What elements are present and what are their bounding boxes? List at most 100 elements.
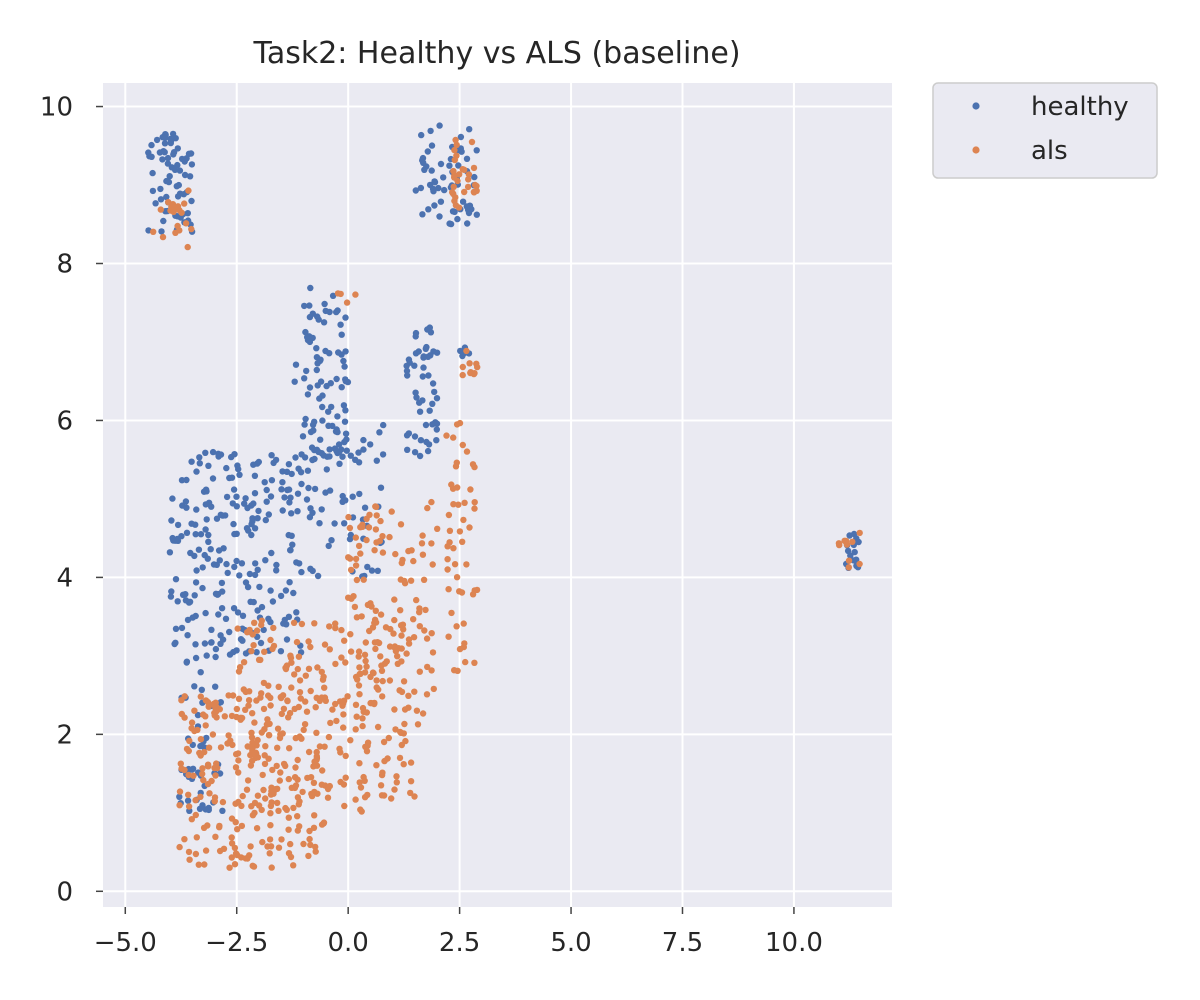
- als-point: [258, 690, 265, 697]
- als-point: [262, 795, 269, 802]
- als-point: [379, 677, 386, 685]
- healthy-point: [174, 598, 181, 605]
- als-point: [391, 616, 398, 624]
- als-point: [197, 793, 204, 800]
- healthy-point: [416, 408, 424, 415]
- healthy-point: [306, 302, 313, 309]
- healthy-point: [326, 308, 333, 316]
- als-point: [396, 754, 404, 762]
- als-point: [182, 220, 190, 227]
- healthy-point: [342, 348, 349, 355]
- als-point: [410, 634, 418, 641]
- als-point: [357, 550, 364, 557]
- healthy-point: [304, 391, 312, 398]
- healthy-point: [851, 548, 858, 556]
- als-point: [302, 672, 309, 679]
- healthy-point: [168, 517, 175, 524]
- healthy-point: [299, 433, 307, 440]
- healthy-point: [436, 122, 443, 129]
- als-point: [424, 504, 431, 512]
- als-point: [455, 204, 463, 211]
- als-point: [385, 734, 392, 742]
- healthy-point: [268, 549, 275, 557]
- als-point: [307, 643, 314, 651]
- als-point: [373, 512, 380, 519]
- healthy-point: [199, 564, 206, 571]
- healthy-point: [431, 178, 438, 185]
- healthy-point: [263, 498, 270, 505]
- als-point: [367, 600, 374, 607]
- healthy-point: [178, 477, 186, 484]
- healthy-point: [231, 563, 238, 571]
- healthy-point: [342, 430, 350, 437]
- als-point: [206, 790, 213, 797]
- als-point: [392, 726, 399, 733]
- als-point: [176, 843, 183, 851]
- als-point: [263, 721, 271, 728]
- als-point: [273, 762, 280, 770]
- als-point: [228, 854, 235, 861]
- healthy-point: [277, 648, 285, 655]
- healthy-point: [855, 538, 862, 546]
- healthy-point: [433, 426, 440, 433]
- als-point: [356, 664, 363, 671]
- als-point: [285, 826, 292, 833]
- als-point: [461, 188, 468, 196]
- als-point: [423, 691, 431, 698]
- healthy-point: [307, 284, 314, 292]
- als-point: [306, 827, 313, 835]
- als-point: [307, 687, 314, 695]
- als-point: [347, 631, 354, 638]
- healthy-point: [313, 366, 320, 374]
- healthy-point: [427, 352, 434, 359]
- healthy-point: [268, 477, 276, 484]
- healthy-point: [174, 521, 182, 529]
- als-point: [269, 766, 276, 774]
- als-point: [445, 633, 452, 640]
- als-point: [295, 703, 302, 711]
- healthy-point: [268, 452, 275, 459]
- als-point: [388, 508, 395, 515]
- als-point: [340, 711, 347, 718]
- healthy-point: [165, 178, 173, 186]
- als-point: [456, 528, 464, 535]
- healthy-point: [292, 361, 300, 368]
- healthy-point: [191, 683, 198, 690]
- als-point: [258, 617, 265, 624]
- als-point: [352, 726, 359, 733]
- healthy-point: [314, 572, 322, 580]
- healthy-point: [285, 461, 293, 468]
- healthy-point: [186, 173, 194, 180]
- als-point: [268, 864, 275, 871]
- healthy-point: [291, 378, 298, 385]
- healthy-point: [233, 493, 240, 500]
- als-point: [253, 697, 260, 704]
- als-point: [276, 734, 284, 742]
- als-point: [393, 773, 400, 780]
- healthy-point: [344, 378, 352, 386]
- als-point: [461, 499, 468, 506]
- als-point: [842, 537, 850, 545]
- als-point: [214, 764, 221, 772]
- healthy-point: [159, 134, 166, 141]
- als-point: [398, 559, 405, 567]
- als-point: [185, 771, 192, 779]
- healthy-point: [302, 415, 309, 423]
- als-point: [379, 533, 386, 540]
- healthy-point: [202, 449, 209, 456]
- healthy-point: [471, 173, 478, 181]
- healthy-point: [317, 436, 324, 443]
- als-point: [192, 811, 199, 819]
- healthy-point: [273, 561, 280, 569]
- als-point: [320, 673, 327, 680]
- als-point: [294, 756, 301, 764]
- als-point: [445, 586, 452, 593]
- healthy-point: [187, 150, 195, 157]
- als-point: [312, 843, 319, 851]
- als-point: [232, 764, 240, 771]
- als-point: [405, 692, 412, 699]
- als-point: [362, 657, 369, 665]
- als-point: [388, 795, 395, 802]
- healthy-point: [224, 569, 231, 577]
- als-point: [299, 788, 306, 796]
